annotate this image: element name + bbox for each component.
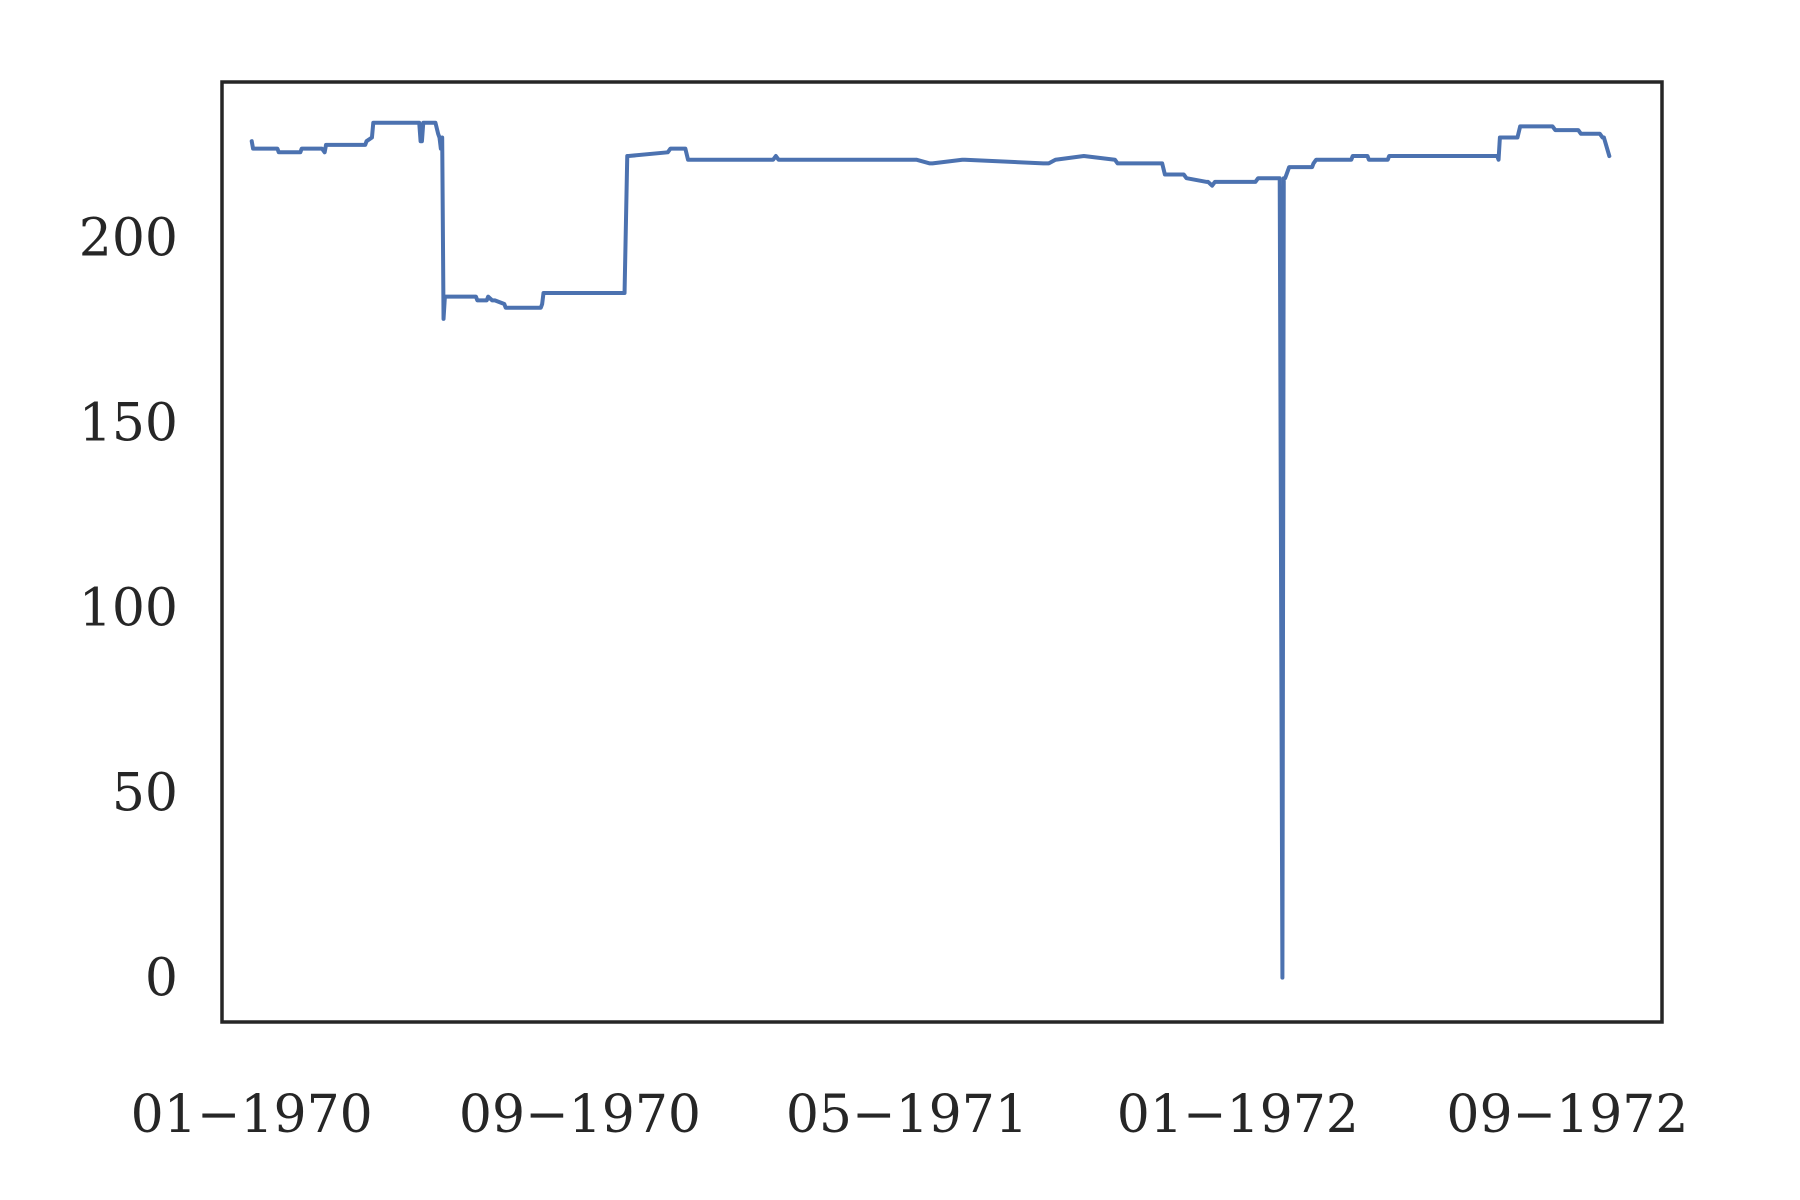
x-tick-label: 01−1972 (1117, 1085, 1359, 1145)
series-line (249, 120, 1612, 980)
x-tick-label: 05−1971 (786, 1085, 1028, 1145)
y-axis: 0 50 100 150 200 (79, 208, 178, 1008)
y-tick-label: 50 (112, 764, 178, 824)
plot-area (249, 120, 1612, 980)
y-tick-label: 200 (79, 208, 178, 268)
axes-frame (220, 80, 1664, 1024)
x-tick-label: 01−1970 (131, 1085, 373, 1145)
y-tick-label: 100 (79, 579, 178, 639)
y-tick-label: 0 (145, 949, 178, 1009)
x-axis: 01−1970 09−1970 05−1971 01−1972 09−1972 (131, 1085, 1689, 1145)
x-tick-label: 09−1970 (459, 1085, 701, 1145)
y-tick-label: 150 (79, 393, 178, 453)
x-tick-label: 09−1972 (1446, 1085, 1688, 1145)
